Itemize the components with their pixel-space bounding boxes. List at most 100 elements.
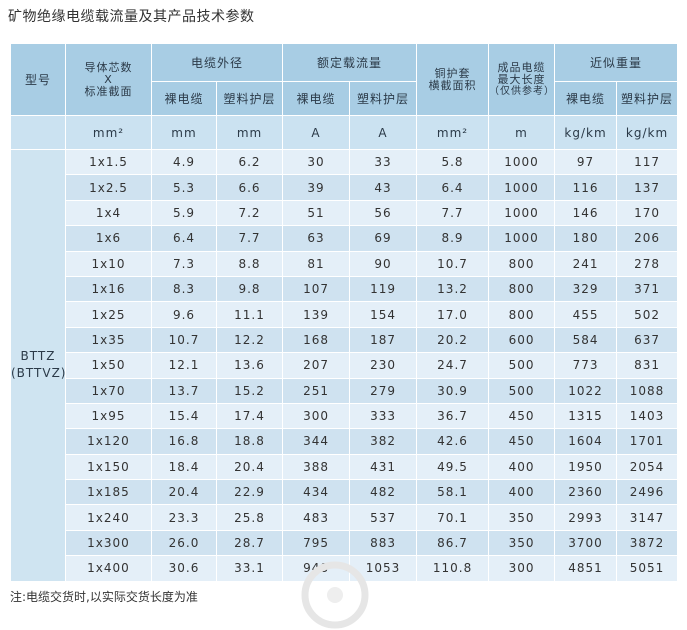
cell-weight-plastic: 278 <box>616 250 679 277</box>
cell-cur-bare: 107 <box>282 275 351 303</box>
cell-max-length: 800 <box>488 275 556 303</box>
cell-cur-bare: 300 <box>282 402 351 430</box>
table-row: 1x50 12.1 13.6 207 230 24.7 500 773 831 <box>11 352 679 379</box>
cell-cur-plastic: 382 <box>349 428 418 455</box>
table-row: 1x70 13.7 15.2 251 279 30.9 500 1022 1088 <box>11 377 679 404</box>
cell-od-plastic: 9.8 <box>215 275 284 303</box>
header-length-line3: （仅供参考） <box>489 85 555 97</box>
cell-cur-plastic: 33 <box>349 148 418 176</box>
cell-od-bare: 4.9 <box>151 148 217 176</box>
cell-max-length: 400 <box>488 453 556 481</box>
cell-cur-plastic: 154 <box>349 301 418 328</box>
cell-cur-plastic: 69 <box>349 225 418 252</box>
cell-cur-bare: 388 <box>282 453 351 481</box>
cell-conductor: 1x185 <box>65 479 152 506</box>
cell-sheath-area: 58.1 <box>416 479 490 506</box>
cell-od-plastic: 18.8 <box>215 428 284 455</box>
cell-od-plastic: 17.4 <box>215 402 284 430</box>
cell-cur-bare: 63 <box>282 225 351 252</box>
cell-od-plastic: 15.2 <box>215 377 284 404</box>
cell-od-bare: 5.9 <box>151 199 217 227</box>
header-conductor: 导体芯数 X 标准截面 <box>65 43 152 116</box>
table-row: 1x300 26.0 28.7 795 883 86.7 350 3700 3872 <box>11 529 679 557</box>
cell-weight-plastic: 3147 <box>616 504 679 531</box>
header-conductor-line2: X <box>104 72 113 86</box>
cell-weight-plastic: 371 <box>616 275 679 303</box>
header-current-capacity: 额定载流量 <box>282 43 418 82</box>
cell-od-plastic: 7.2 <box>215 199 284 227</box>
cell-weight-plastic: 206 <box>616 225 679 252</box>
cell-od-bare: 10.7 <box>151 326 217 354</box>
cell-weight-plastic: 137 <box>616 174 679 201</box>
model-name-line: (BTTVZ) <box>11 366 66 381</box>
cell-sheath-area: 24.7 <box>416 352 490 379</box>
cell-sheath-area: 49.5 <box>416 453 490 481</box>
cell-max-length: 450 <box>488 428 556 455</box>
cell-cur-plastic: 119 <box>349 275 418 303</box>
cell-od-plastic: 25.8 <box>215 504 284 531</box>
table-row: 1x185 20.4 22.9 434 482 58.1 400 2360 2496 <box>11 479 679 506</box>
spec-table: 型号 导体芯数 X 标准截面 电缆外径 额定载流量 铜护套 横截面积 成品电缆 … <box>10 43 679 582</box>
cell-sheath-area: 7.7 <box>416 199 490 227</box>
cell-sheath-area: 8.9 <box>416 225 490 252</box>
cell-od-plastic: 20.4 <box>215 453 284 481</box>
cell-sheath-area: 6.4 <box>416 174 490 201</box>
cell-max-length: 800 <box>488 301 556 328</box>
table-row: 1x150 18.4 20.4 388 431 49.5 400 1950 2054 <box>11 453 679 481</box>
cell-conductor: 1x70 <box>65 377 152 404</box>
cell-weight-bare: 1022 <box>554 377 618 404</box>
header-conductor-line1: 导体芯数 <box>84 60 133 74</box>
cell-sheath-area: 42.6 <box>416 428 490 455</box>
cell-weight-plastic: 831 <box>616 352 679 379</box>
header-max-length: 成品电缆 最大长度 （仅供参考） <box>488 43 556 116</box>
cell-sheath-area: 10.7 <box>416 250 490 277</box>
header-length-line1: 成品电缆 <box>497 60 546 74</box>
header-outer-diameter: 电缆外径 <box>150 43 284 82</box>
cell-weight-bare: 3700 <box>554 529 618 557</box>
header-cur-bare: 裸电缆 <box>282 81 351 116</box>
cell-max-length: 1000 <box>488 199 556 227</box>
cell-cur-plastic: 90 <box>349 250 418 277</box>
cell-conductor: 1x10 <box>65 250 152 277</box>
cell-od-plastic: 13.6 <box>215 352 284 379</box>
cell-weight-bare: 2360 <box>554 479 618 506</box>
cell-cur-bare: 344 <box>282 428 351 455</box>
unit-w-bare: kg/km <box>554 115 618 150</box>
cell-od-bare: 16.8 <box>151 428 217 455</box>
cell-sheath-area: 5.8 <box>416 148 490 176</box>
table-row: 1x16 8.3 9.8 107 119 13.2 800 329 371 <box>11 275 679 303</box>
unit-od-plastic: mm <box>215 115 284 150</box>
cell-weight-bare: 2993 <box>554 504 618 531</box>
watermark-logo <box>301 561 369 629</box>
cell-cur-bare: 139 <box>282 301 351 328</box>
cell-weight-plastic: 1088 <box>616 377 679 404</box>
cell-weight-plastic: 2496 <box>616 479 679 506</box>
cell-conductor: 1x95 <box>65 402 152 430</box>
cell-sheath-area: 36.7 <box>416 402 490 430</box>
cell-weight-plastic: 2054 <box>616 453 679 481</box>
table-row: 1x240 23.3 25.8 483 537 70.1 350 2993 3147 <box>11 504 679 531</box>
unit-sheath: mm² <box>416 115 490 150</box>
cell-weight-plastic: 502 <box>616 301 679 328</box>
cell-cur-plastic: 279 <box>349 377 418 404</box>
footnote: 注:电缆交货时,以实际交货长度为准 <box>10 590 198 604</box>
cell-od-plastic: 6.6 <box>215 174 284 201</box>
cell-weight-plastic: 117 <box>616 148 679 176</box>
cell-od-bare: 23.3 <box>151 504 217 531</box>
cell-od-bare: 20.4 <box>151 479 217 506</box>
cell-weight-bare: 329 <box>554 275 618 303</box>
table-row: 1x35 10.7 12.2 168 187 20.2 600 584 637 <box>11 326 679 354</box>
cell-weight-bare: 97 <box>554 148 618 176</box>
cell-weight-bare: 146 <box>554 199 618 227</box>
table-row: 1x10 7.3 8.8 81 90 10.7 800 241 278 <box>11 250 679 277</box>
cell-od-bare: 30.6 <box>151 555 217 582</box>
cell-od-plastic: 12.2 <box>215 326 284 354</box>
cell-od-bare: 9.6 <box>151 301 217 328</box>
cell-cur-plastic: 333 <box>349 402 418 430</box>
cell-max-length: 350 <box>488 529 556 557</box>
cell-max-length: 400 <box>488 479 556 506</box>
cell-od-bare: 8.3 <box>151 275 217 303</box>
unit-w-plastic: kg/km <box>616 115 679 150</box>
cell-cur-bare: 39 <box>282 174 351 201</box>
cell-weight-bare: 180 <box>554 225 618 252</box>
